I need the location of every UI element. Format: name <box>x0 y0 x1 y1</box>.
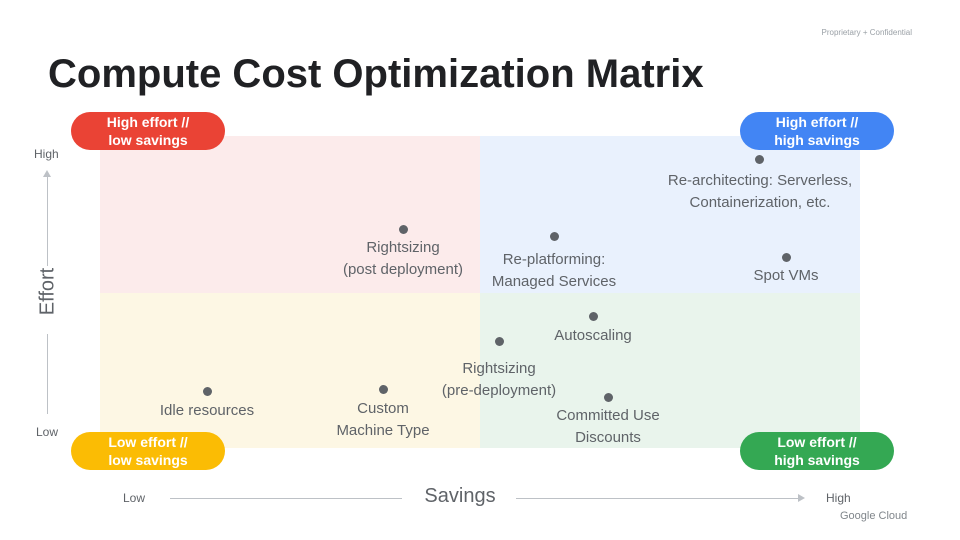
x-axis-line-right <box>516 498 799 499</box>
label-line: Rightsizing <box>366 239 440 256</box>
badge-line: High effort // <box>106 114 190 130</box>
label-line: Committed Use <box>556 407 660 424</box>
point-rearchitecting <box>755 155 764 164</box>
point-custom-machine-type <box>379 385 388 394</box>
badge-line: Low effort // <box>777 434 857 450</box>
quadrant-low-effort-high-savings <box>480 293 860 448</box>
badge-high-effort-high-savings: High effort // high savings <box>740 112 894 150</box>
label-rightsizing-post: Rightsizing (post deployment) <box>323 237 483 281</box>
label-rightsizing-pre: Rightsizing (pre-deployment) <box>419 358 579 402</box>
x-axis-line-left <box>170 498 402 499</box>
label-rearchitecting: Re-architecting: Serverless, Containeriz… <box>640 170 880 214</box>
label-committed-use: Committed Use Discounts <box>528 405 688 449</box>
x-axis-low-label: Low <box>123 491 146 505</box>
label-autoscaling: Autoscaling <box>554 327 632 344</box>
y-axis-high-label: High <box>34 147 59 161</box>
page-title: Compute Cost Optimization Matrix <box>48 52 704 96</box>
badge-line: Low effort // <box>108 434 188 450</box>
label-line: Re-architecting: Serverless, <box>667 172 853 189</box>
label-replatforming: Re-platforming: Managed Services <box>474 249 634 293</box>
y-axis-line-upper <box>47 176 48 266</box>
point-rightsizing-post <box>399 225 408 234</box>
badge-line: low savings <box>108 452 188 468</box>
badge-low-effort-high-savings: Low effort // high savings <box>740 432 894 470</box>
label-idle-resources: Idle resources <box>159 402 255 419</box>
y-axis-title: Effort <box>36 267 59 316</box>
quadrant-low-effort-low-savings <box>100 293 480 448</box>
point-idle-resources <box>203 387 212 396</box>
label-line: Containerization, etc. <box>689 194 831 211</box>
label-line: Discounts <box>575 429 641 446</box>
point-autoscaling <box>589 312 598 321</box>
badge-low-effort-low-savings: Low effort // low savings <box>71 432 225 470</box>
quadrant-high-effort-high-savings <box>480 136 860 293</box>
label-line: (pre-deployment) <box>441 382 557 399</box>
label-line: (post deployment) <box>342 261 464 278</box>
badge-line: High effort // <box>775 114 859 130</box>
label-custom-machine-type: Custom Machine Type <box>318 398 448 442</box>
point-committed-use <box>604 393 613 402</box>
x-axis-title: Savings <box>424 485 496 507</box>
point-spot-vms <box>782 253 791 262</box>
badge-line: low savings <box>108 132 188 148</box>
google-cloud-logo: Google Cloud <box>840 510 908 522</box>
badge-high-effort-low-savings: High effort // low savings <box>71 112 225 150</box>
point-rightsizing-pre <box>495 337 504 346</box>
y-axis-arrow-icon <box>43 170 51 177</box>
y-axis-low-label: Low <box>36 425 59 439</box>
label-spot-vms: Spot VMs <box>753 267 819 284</box>
point-replatforming <box>550 232 559 241</box>
label-line: Machine Type <box>336 422 430 439</box>
label-line: Re-platforming: <box>502 251 606 268</box>
quadrant-high-effort-low-savings <box>100 136 480 293</box>
label-line: Managed Services <box>491 273 617 290</box>
y-axis-line-lower <box>47 334 48 414</box>
x-axis-arrow-icon <box>798 494 805 502</box>
badge-line: high savings <box>774 132 860 148</box>
label-line: Custom <box>357 400 409 417</box>
confidential-label: Proprietary + Confidential <box>821 28 913 37</box>
label-line: Rightsizing <box>462 360 536 377</box>
x-axis-high-label: High <box>826 491 851 505</box>
badge-line: high savings <box>774 452 860 468</box>
